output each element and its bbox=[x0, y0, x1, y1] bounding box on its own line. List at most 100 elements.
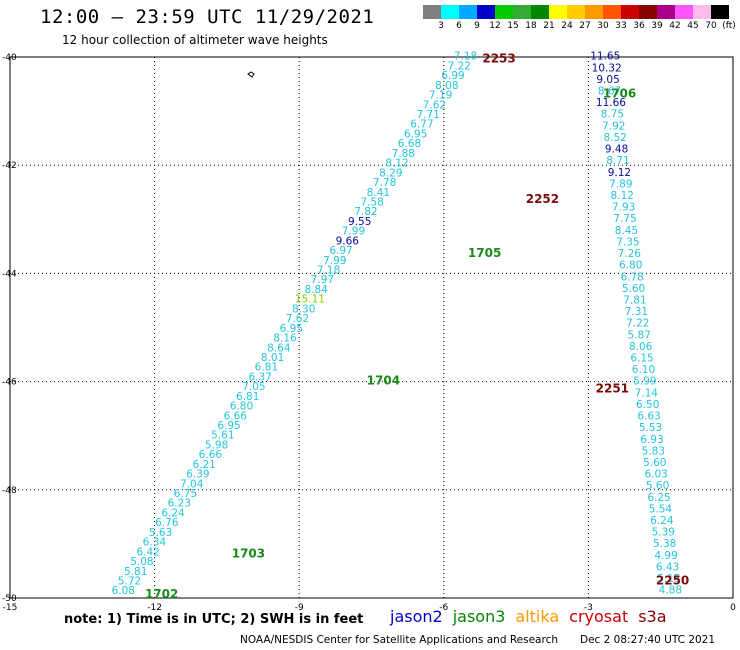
island-shape bbox=[247, 71, 255, 78]
wave-height-value: 6.23 bbox=[168, 498, 191, 510]
wave-height-value: 5.54 bbox=[649, 503, 673, 515]
legend-swatch bbox=[423, 5, 441, 19]
wave-height-value: 5.63 bbox=[149, 527, 172, 539]
credit-text: NOAA/NESDIS Center for Satellite Applica… bbox=[240, 634, 558, 646]
wave-height-value: 7.26 bbox=[618, 248, 642, 260]
wave-height-value: 7.99 bbox=[342, 226, 365, 238]
wave-height-value: 7.22 bbox=[448, 60, 471, 72]
wave-height-value: 6.81 bbox=[255, 362, 278, 374]
wave-height-value: 9.66 bbox=[336, 235, 360, 247]
map-frame bbox=[9, 56, 734, 599]
wave-height-value: 5.60 bbox=[622, 283, 645, 295]
satellite-jason2: jason2 bbox=[390, 607, 443, 626]
wave-height-value: 8.08 bbox=[435, 80, 458, 92]
wave-height-value: 5.61 bbox=[211, 430, 234, 442]
wave-height-value: 7.88 bbox=[392, 148, 415, 160]
wave-height-value: 7.81 bbox=[623, 294, 646, 306]
wave-height-value: 9.12 bbox=[608, 167, 631, 179]
wave-height-value: 6.66 bbox=[224, 410, 248, 422]
satellite-cryosat: cryosat bbox=[569, 607, 629, 626]
legend-label: 42 bbox=[669, 21, 681, 31]
lon-tick-label: -12 bbox=[147, 603, 162, 613]
lon-tick-label: 0 bbox=[730, 603, 736, 613]
color-legend-labels: 3 6 9 12 15 18 21 24 27 30 33 36 39 42 45 70 (ft) bbox=[423, 21, 740, 33]
wave-height-value: 7.89 bbox=[609, 178, 632, 190]
wave-height-value: 8.41 bbox=[367, 187, 390, 199]
wave-height-value: 7.75 bbox=[613, 213, 636, 225]
legend-label: 30 bbox=[597, 21, 609, 31]
legend-label: 36 bbox=[633, 21, 645, 31]
wave-height-value: 5.99 bbox=[633, 376, 656, 388]
wave-height-value: 7.04 bbox=[180, 478, 204, 490]
page-title: 12:00 — 23:59 UTC 11/29/2021 bbox=[40, 6, 375, 28]
wave-height-value: 7.05 bbox=[242, 381, 265, 393]
legend-swatch bbox=[513, 5, 531, 19]
time-label: 1702 bbox=[145, 587, 178, 601]
legend-label: 24 bbox=[561, 21, 573, 31]
legend-swatch bbox=[603, 5, 621, 19]
lon-tick-label: -9 bbox=[295, 603, 304, 613]
wave-height-value: 5.60 bbox=[643, 457, 666, 469]
legend-label: 18 bbox=[525, 21, 537, 31]
wave-height-value: 6.78 bbox=[620, 271, 643, 283]
wave-height-value: 4.88 bbox=[659, 585, 682, 597]
wave-height-value: 5.83 bbox=[642, 445, 665, 457]
wave-height-value: 6.95 bbox=[404, 128, 427, 140]
legend-label: 6 bbox=[456, 21, 462, 31]
wave-height-value: 7.93 bbox=[612, 202, 635, 214]
wave-height-value: 7.58 bbox=[360, 196, 383, 208]
legend-label: 15 bbox=[507, 21, 519, 31]
wave-height-value: 8.45 bbox=[615, 225, 638, 237]
wave-height-value: 8.67 bbox=[598, 86, 621, 98]
wave-height-value: 6.80 bbox=[619, 260, 642, 272]
wave-height-value: 7.31 bbox=[625, 306, 648, 318]
wave-height-value: 5.39 bbox=[652, 527, 675, 539]
wave-height-value: 5.60 bbox=[646, 480, 669, 492]
wave-height-value: 7.22 bbox=[626, 318, 649, 330]
wave-height-value: 7.78 bbox=[373, 177, 396, 189]
legend-swatch bbox=[477, 5, 495, 19]
wave-height-value: 6.76 bbox=[155, 517, 179, 529]
time-label: 2252 bbox=[526, 192, 559, 206]
legend-label: 9 bbox=[474, 21, 480, 31]
wave-height-value: 8.84 bbox=[304, 284, 328, 296]
time-label: 1705 bbox=[468, 246, 501, 260]
altimeter-track-1: 6.085.725.815.086.426.345.636.766.246.23… bbox=[112, 51, 478, 598]
wave-height-value: 8.16 bbox=[273, 333, 297, 345]
island-outline bbox=[247, 71, 255, 78]
legend-label: 27 bbox=[579, 21, 591, 31]
map-grid bbox=[10, 57, 733, 598]
legend-swatch bbox=[585, 5, 603, 19]
legend-swatch bbox=[567, 5, 585, 19]
legend-swatch bbox=[441, 5, 459, 19]
lat-tick-label: -44 bbox=[2, 269, 17, 279]
satellite-altika: altika bbox=[515, 607, 560, 626]
wave-height-value: 6.95 bbox=[217, 420, 240, 432]
lat-tick-label: -40 bbox=[2, 53, 17, 63]
wave-height-value: 15.11 bbox=[295, 294, 325, 306]
credit-line: NOAA/NESDIS Center for Satellite Applica… bbox=[240, 634, 715, 646]
wave-height-value: 8.06 bbox=[629, 341, 653, 353]
wave-height-value: 10.32 bbox=[592, 62, 622, 74]
wave-height-value: 6.97 bbox=[329, 245, 352, 257]
legend-swatch bbox=[495, 5, 513, 19]
wave-height-value: 5.87 bbox=[628, 329, 651, 341]
wave-height-value: 6.68 bbox=[398, 138, 421, 150]
wave-height-value: 11.65 bbox=[590, 51, 620, 63]
wave-height-value: 7.14 bbox=[635, 387, 659, 399]
legend-swatch bbox=[459, 5, 477, 19]
legend-swatch bbox=[657, 5, 675, 19]
wave-height-value: 6.75 bbox=[174, 488, 197, 500]
time-label: 2251 bbox=[596, 381, 629, 395]
wave-height-value: 8.01 bbox=[261, 352, 284, 364]
wave-height-value: 8.52 bbox=[603, 132, 626, 144]
wave-height-value: 7.19 bbox=[429, 90, 452, 102]
wave-height-value: 6.81 bbox=[236, 391, 259, 403]
wave-height-value: 7.18 bbox=[317, 265, 340, 277]
wave-height-value: 8.12 bbox=[611, 190, 634, 202]
wave-height-value: 6.10 bbox=[632, 364, 655, 376]
wave-height-value: 6.99 bbox=[441, 70, 464, 82]
wave-height-value: 6.42 bbox=[136, 546, 159, 558]
satellite-jason3: jason3 bbox=[452, 607, 506, 626]
